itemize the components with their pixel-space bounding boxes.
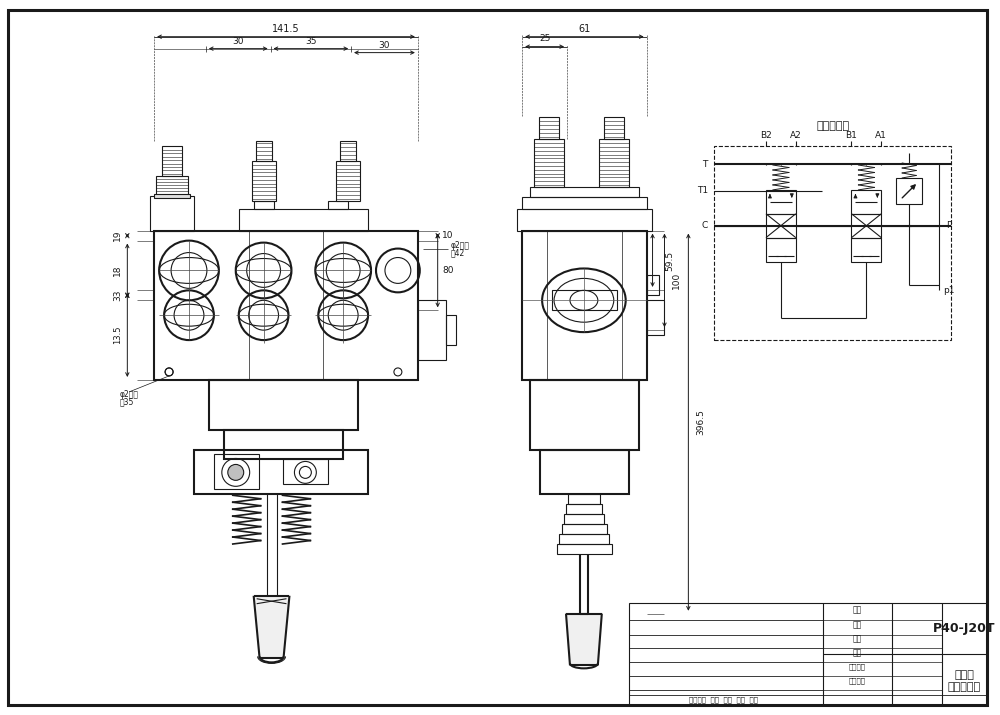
Circle shape bbox=[228, 465, 244, 480]
Bar bbox=[150, 196, 194, 231]
Text: 图号: 图号 bbox=[853, 605, 862, 614]
Bar bbox=[559, 534, 609, 544]
Bar bbox=[714, 146, 951, 340]
Bar bbox=[283, 460, 328, 484]
Bar bbox=[328, 201, 348, 209]
Bar bbox=[851, 214, 881, 237]
Text: 100: 100 bbox=[672, 272, 681, 289]
Text: 30: 30 bbox=[379, 41, 390, 50]
Bar bbox=[446, 315, 456, 345]
Bar bbox=[534, 139, 564, 187]
Text: 18: 18 bbox=[113, 265, 122, 276]
Text: 高35: 高35 bbox=[119, 398, 134, 406]
Bar bbox=[522, 197, 647, 209]
Bar bbox=[566, 504, 602, 514]
Text: 10: 10 bbox=[442, 231, 453, 240]
Bar bbox=[562, 524, 607, 534]
Text: A2: A2 bbox=[790, 131, 802, 139]
Bar bbox=[647, 275, 659, 295]
Bar bbox=[194, 450, 368, 494]
Text: 59.5: 59.5 bbox=[665, 250, 674, 270]
Bar bbox=[604, 117, 624, 139]
Text: 396.5: 396.5 bbox=[696, 409, 705, 435]
Polygon shape bbox=[566, 613, 602, 666]
Text: p1: p1 bbox=[943, 286, 955, 295]
Text: 审核: 审核 bbox=[853, 634, 862, 643]
Bar bbox=[522, 231, 647, 380]
Bar bbox=[568, 494, 600, 504]
Text: 设计: 设计 bbox=[853, 620, 862, 629]
Bar bbox=[418, 300, 446, 360]
Text: P40-J20T: P40-J20T bbox=[933, 622, 996, 635]
Bar bbox=[766, 237, 796, 262]
Text: φ2螺孔: φ2螺孔 bbox=[119, 390, 138, 399]
Text: 标准化审: 标准化审 bbox=[849, 677, 866, 684]
Bar bbox=[552, 290, 617, 310]
Bar bbox=[162, 146, 182, 176]
Bar bbox=[256, 141, 272, 161]
Bar bbox=[851, 190, 881, 214]
Bar bbox=[209, 380, 358, 430]
Bar bbox=[214, 455, 259, 489]
Bar bbox=[647, 300, 664, 335]
Text: B1: B1 bbox=[846, 131, 857, 139]
Bar bbox=[766, 214, 796, 237]
Bar bbox=[252, 161, 276, 201]
Bar bbox=[766, 190, 796, 214]
Bar bbox=[239, 209, 368, 231]
Bar bbox=[517, 209, 652, 231]
Text: 19: 19 bbox=[113, 230, 122, 242]
Text: 13.5: 13.5 bbox=[113, 326, 122, 345]
Text: B2: B2 bbox=[760, 131, 772, 139]
Text: φ2螺孔: φ2螺孔 bbox=[451, 241, 470, 250]
Text: 141.5: 141.5 bbox=[272, 24, 300, 34]
Text: T: T bbox=[702, 159, 707, 169]
Bar bbox=[539, 117, 559, 139]
Bar bbox=[340, 141, 356, 161]
Text: 35: 35 bbox=[305, 37, 317, 46]
Text: 外型尺寸图: 外型尺寸图 bbox=[948, 682, 981, 692]
Bar bbox=[896, 178, 922, 204]
Text: 批准: 批准 bbox=[853, 648, 862, 657]
Bar bbox=[254, 201, 274, 209]
Text: 高42: 高42 bbox=[451, 248, 465, 257]
Text: 61: 61 bbox=[578, 24, 591, 34]
Text: C: C bbox=[701, 221, 707, 230]
Text: T1: T1 bbox=[697, 187, 708, 195]
Bar bbox=[336, 161, 360, 201]
Text: 图样标记  数量  单位  签名  日期: 图样标记 数量 单位 签名 日期 bbox=[689, 697, 758, 704]
Text: 33: 33 bbox=[113, 290, 122, 301]
Bar bbox=[530, 380, 639, 450]
Bar bbox=[564, 514, 604, 524]
Bar bbox=[224, 430, 343, 460]
Text: 多路阀: 多路阀 bbox=[954, 671, 974, 680]
Bar bbox=[599, 139, 629, 187]
Bar bbox=[557, 544, 612, 554]
Text: 30: 30 bbox=[232, 37, 244, 46]
Bar bbox=[629, 603, 987, 705]
Bar bbox=[154, 194, 190, 198]
Bar bbox=[530, 187, 639, 197]
Text: 80: 80 bbox=[442, 266, 453, 275]
Bar bbox=[156, 176, 188, 196]
Text: 液压原理图: 液压原理图 bbox=[816, 122, 849, 132]
Bar bbox=[154, 231, 418, 380]
Text: P: P bbox=[946, 221, 952, 230]
Text: 25: 25 bbox=[539, 34, 550, 43]
Bar bbox=[851, 237, 881, 262]
Text: 工艺审查: 工艺审查 bbox=[849, 663, 866, 670]
Polygon shape bbox=[254, 596, 289, 659]
Bar bbox=[540, 450, 629, 494]
Text: A1: A1 bbox=[875, 131, 887, 139]
